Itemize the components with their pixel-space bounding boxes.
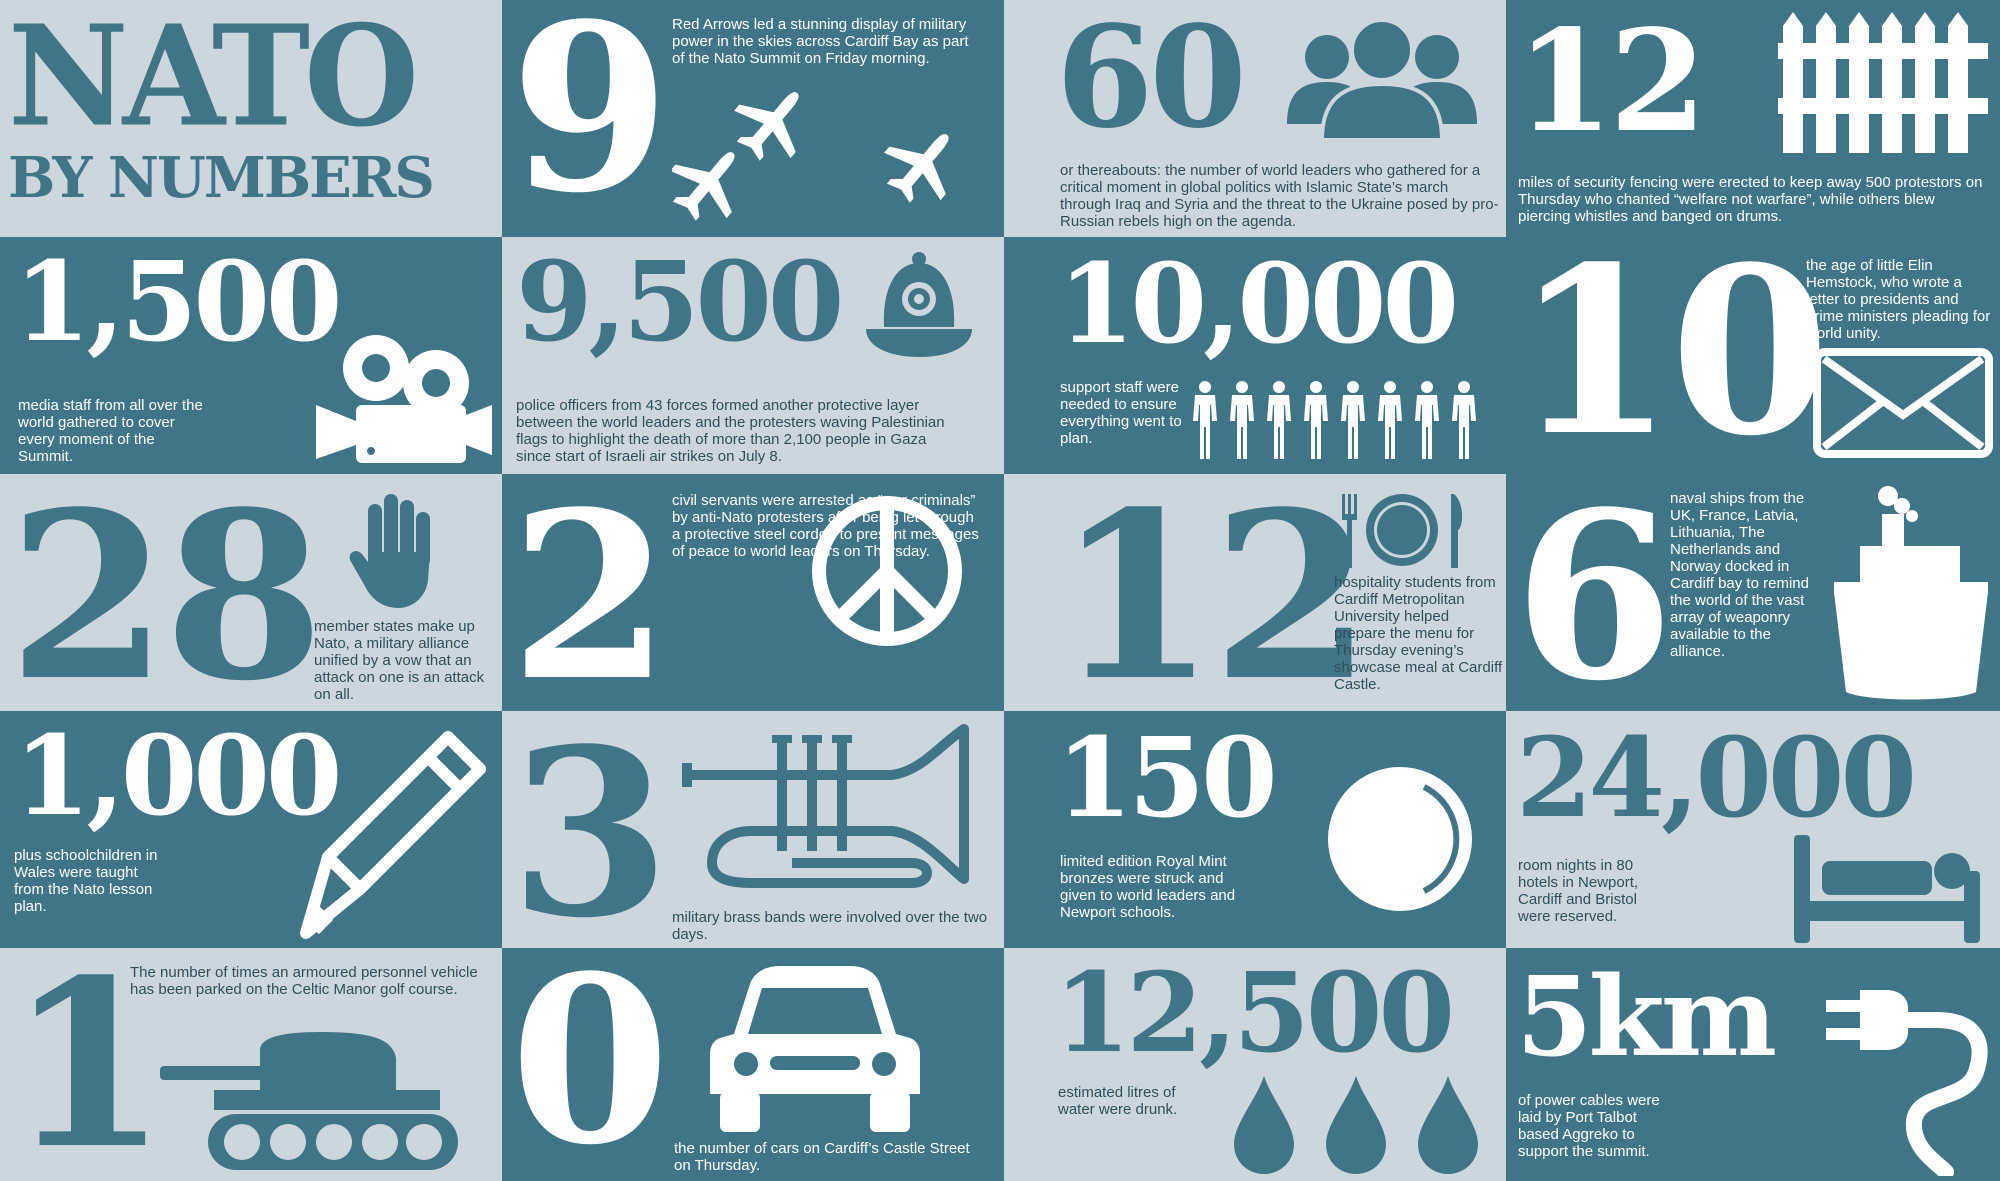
cell-support-staff: 10,000 support staff were needed to ensu… xyxy=(1004,237,1506,474)
stat-description: naval ships from the UK, France, Latvia,… xyxy=(1670,490,1809,660)
stat-description: of power cables were laid by Port Talbot… xyxy=(1518,1092,1660,1160)
airplane-icon xyxy=(672,75,972,230)
camera-icon xyxy=(316,333,492,463)
stat-number: 12 xyxy=(1516,0,1707,164)
police-helmet-icon xyxy=(860,249,978,367)
hand-icon xyxy=(348,492,444,608)
cell-police-officers: 9,500 police officers from 43 forces for… xyxy=(502,237,1004,474)
person-icon xyxy=(1192,381,1492,461)
stat-number: 9 xyxy=(510,0,670,237)
cell-water: 12,500 estimated litres of water were dr… xyxy=(1004,948,1506,1181)
stat-description: room nights in 80 hotels in Newport, Car… xyxy=(1518,857,1639,925)
stat-number: 1,000 xyxy=(14,711,342,840)
stat-number: 1,500 xyxy=(14,237,342,366)
cell-elin-hemstock: 10 the age of little Elin Hemstock, who … xyxy=(1506,237,2000,474)
stat-description: the age of little Elin Hemstock, who wro… xyxy=(1806,257,1991,342)
water-drop-icon xyxy=(1232,1076,1482,1176)
cell-no-cars: 0 the number of cars on Cardiff’s Castle… xyxy=(502,948,1004,1181)
cutlery-icon xyxy=(1338,492,1466,568)
cell-civil-servants: 2 civil servants were arrested as “war c… xyxy=(502,474,1004,711)
cell-world-leaders: 60 or thereabouts: the number of world l… xyxy=(1004,0,1506,237)
stat-description: support staff were needed to ensure ever… xyxy=(1060,379,1182,447)
cell-media-staff: 1,500 media staff from all over the worl… xyxy=(0,237,502,474)
stat-number: 6 xyxy=(1514,474,1674,711)
stat-number: 10 xyxy=(1514,237,1830,474)
stat-description: or thereabouts: the number of world lead… xyxy=(1060,162,1499,230)
power-plug-icon xyxy=(1816,962,1996,1176)
title-by-numbers: BY NUMBERS xyxy=(8,145,435,211)
stat-number: 5km xyxy=(1516,952,1777,1081)
stat-number: 2 xyxy=(510,474,670,711)
bed-icon xyxy=(1794,831,1994,943)
tank-icon xyxy=(160,1032,490,1172)
cell-power-cables: 5km of power cables were laid by Port Ta… xyxy=(1506,948,2000,1181)
stat-description: media staff from all over the world gath… xyxy=(18,397,203,465)
cell-armoured-vehicle: 1 The number of times an armoured person… xyxy=(0,948,502,1181)
stat-number: 12,500 xyxy=(1054,948,1455,1077)
people-icon xyxy=(1282,12,1482,142)
stat-description: Red Arrows led a stunning display of mil… xyxy=(672,16,969,67)
cell-member-states: 28 member states make up Nato, a militar… xyxy=(0,474,502,711)
cell-security-fencing: 12 miles of security fencing were erecte… xyxy=(1506,0,2000,237)
cell-hospitality-students: 12 hospitality students from Cardiff Met… xyxy=(1004,474,1506,711)
envelope-icon xyxy=(1812,347,1994,459)
coin-icon xyxy=(1326,765,1474,913)
car-icon xyxy=(710,964,920,1134)
cell-room-nights: 24,000 room nights in 80 hotels in Newpo… xyxy=(1506,711,2000,948)
stat-number: 0 xyxy=(510,948,670,1181)
cell-brass-bands: 3 military brass bands were involved ove… xyxy=(502,711,1004,948)
stat-number: 3 xyxy=(510,711,670,948)
ship-icon xyxy=(1826,482,1996,702)
stat-description: police officers from 43 forces formed an… xyxy=(516,397,945,465)
pencil-icon xyxy=(300,725,490,945)
title-panel: NATO BY NUMBERS xyxy=(0,0,502,237)
stat-number: 24,000 xyxy=(1516,713,1917,842)
cell-schoolchildren: 1,000 plus schoolchildren in Wales were … xyxy=(0,711,502,948)
title-nato: NATO xyxy=(8,0,419,159)
stat-number: 10,000 xyxy=(1058,239,1459,368)
stat-description: limited edition Royal Mint bronzes were … xyxy=(1060,853,1236,921)
cell-royal-mint: 150 limited edition Royal Mint bronzes w… xyxy=(1004,711,1506,948)
stat-description: the number of cars on Cardiff’s Castle S… xyxy=(674,1140,970,1174)
stat-number: 12 xyxy=(1056,474,1372,711)
cell-red-arrows: 9 Red Arrows led a stunning display of m… xyxy=(502,0,1004,237)
cornet-icon xyxy=(682,723,982,889)
stat-description: The number of times an armoured personne… xyxy=(130,964,478,998)
cell-naval-ships: 6 naval ships from the UK, France, Latvi… xyxy=(1506,474,2000,711)
peace-icon xyxy=(810,494,964,648)
stat-number: 150 xyxy=(1056,713,1278,842)
stat-number: 9,500 xyxy=(516,237,844,366)
stat-description: miles of security fencing were erected t… xyxy=(1518,174,1983,225)
stat-number: 1 xyxy=(8,948,168,1181)
fence-icon xyxy=(1778,8,1988,153)
stat-number: 28 xyxy=(8,474,324,711)
stat-number: 60 xyxy=(1056,0,1247,160)
stat-description: estimated litres of water were drunk. xyxy=(1058,1084,1178,1118)
stat-description: military brass bands were involved over … xyxy=(672,909,988,943)
stat-description: plus schoolchildren in Wales were taught… xyxy=(14,847,158,915)
stat-description: member states make up Nato, a military a… xyxy=(314,618,485,703)
stat-description: hospitality students from Cardiff Metrop… xyxy=(1334,574,1503,693)
